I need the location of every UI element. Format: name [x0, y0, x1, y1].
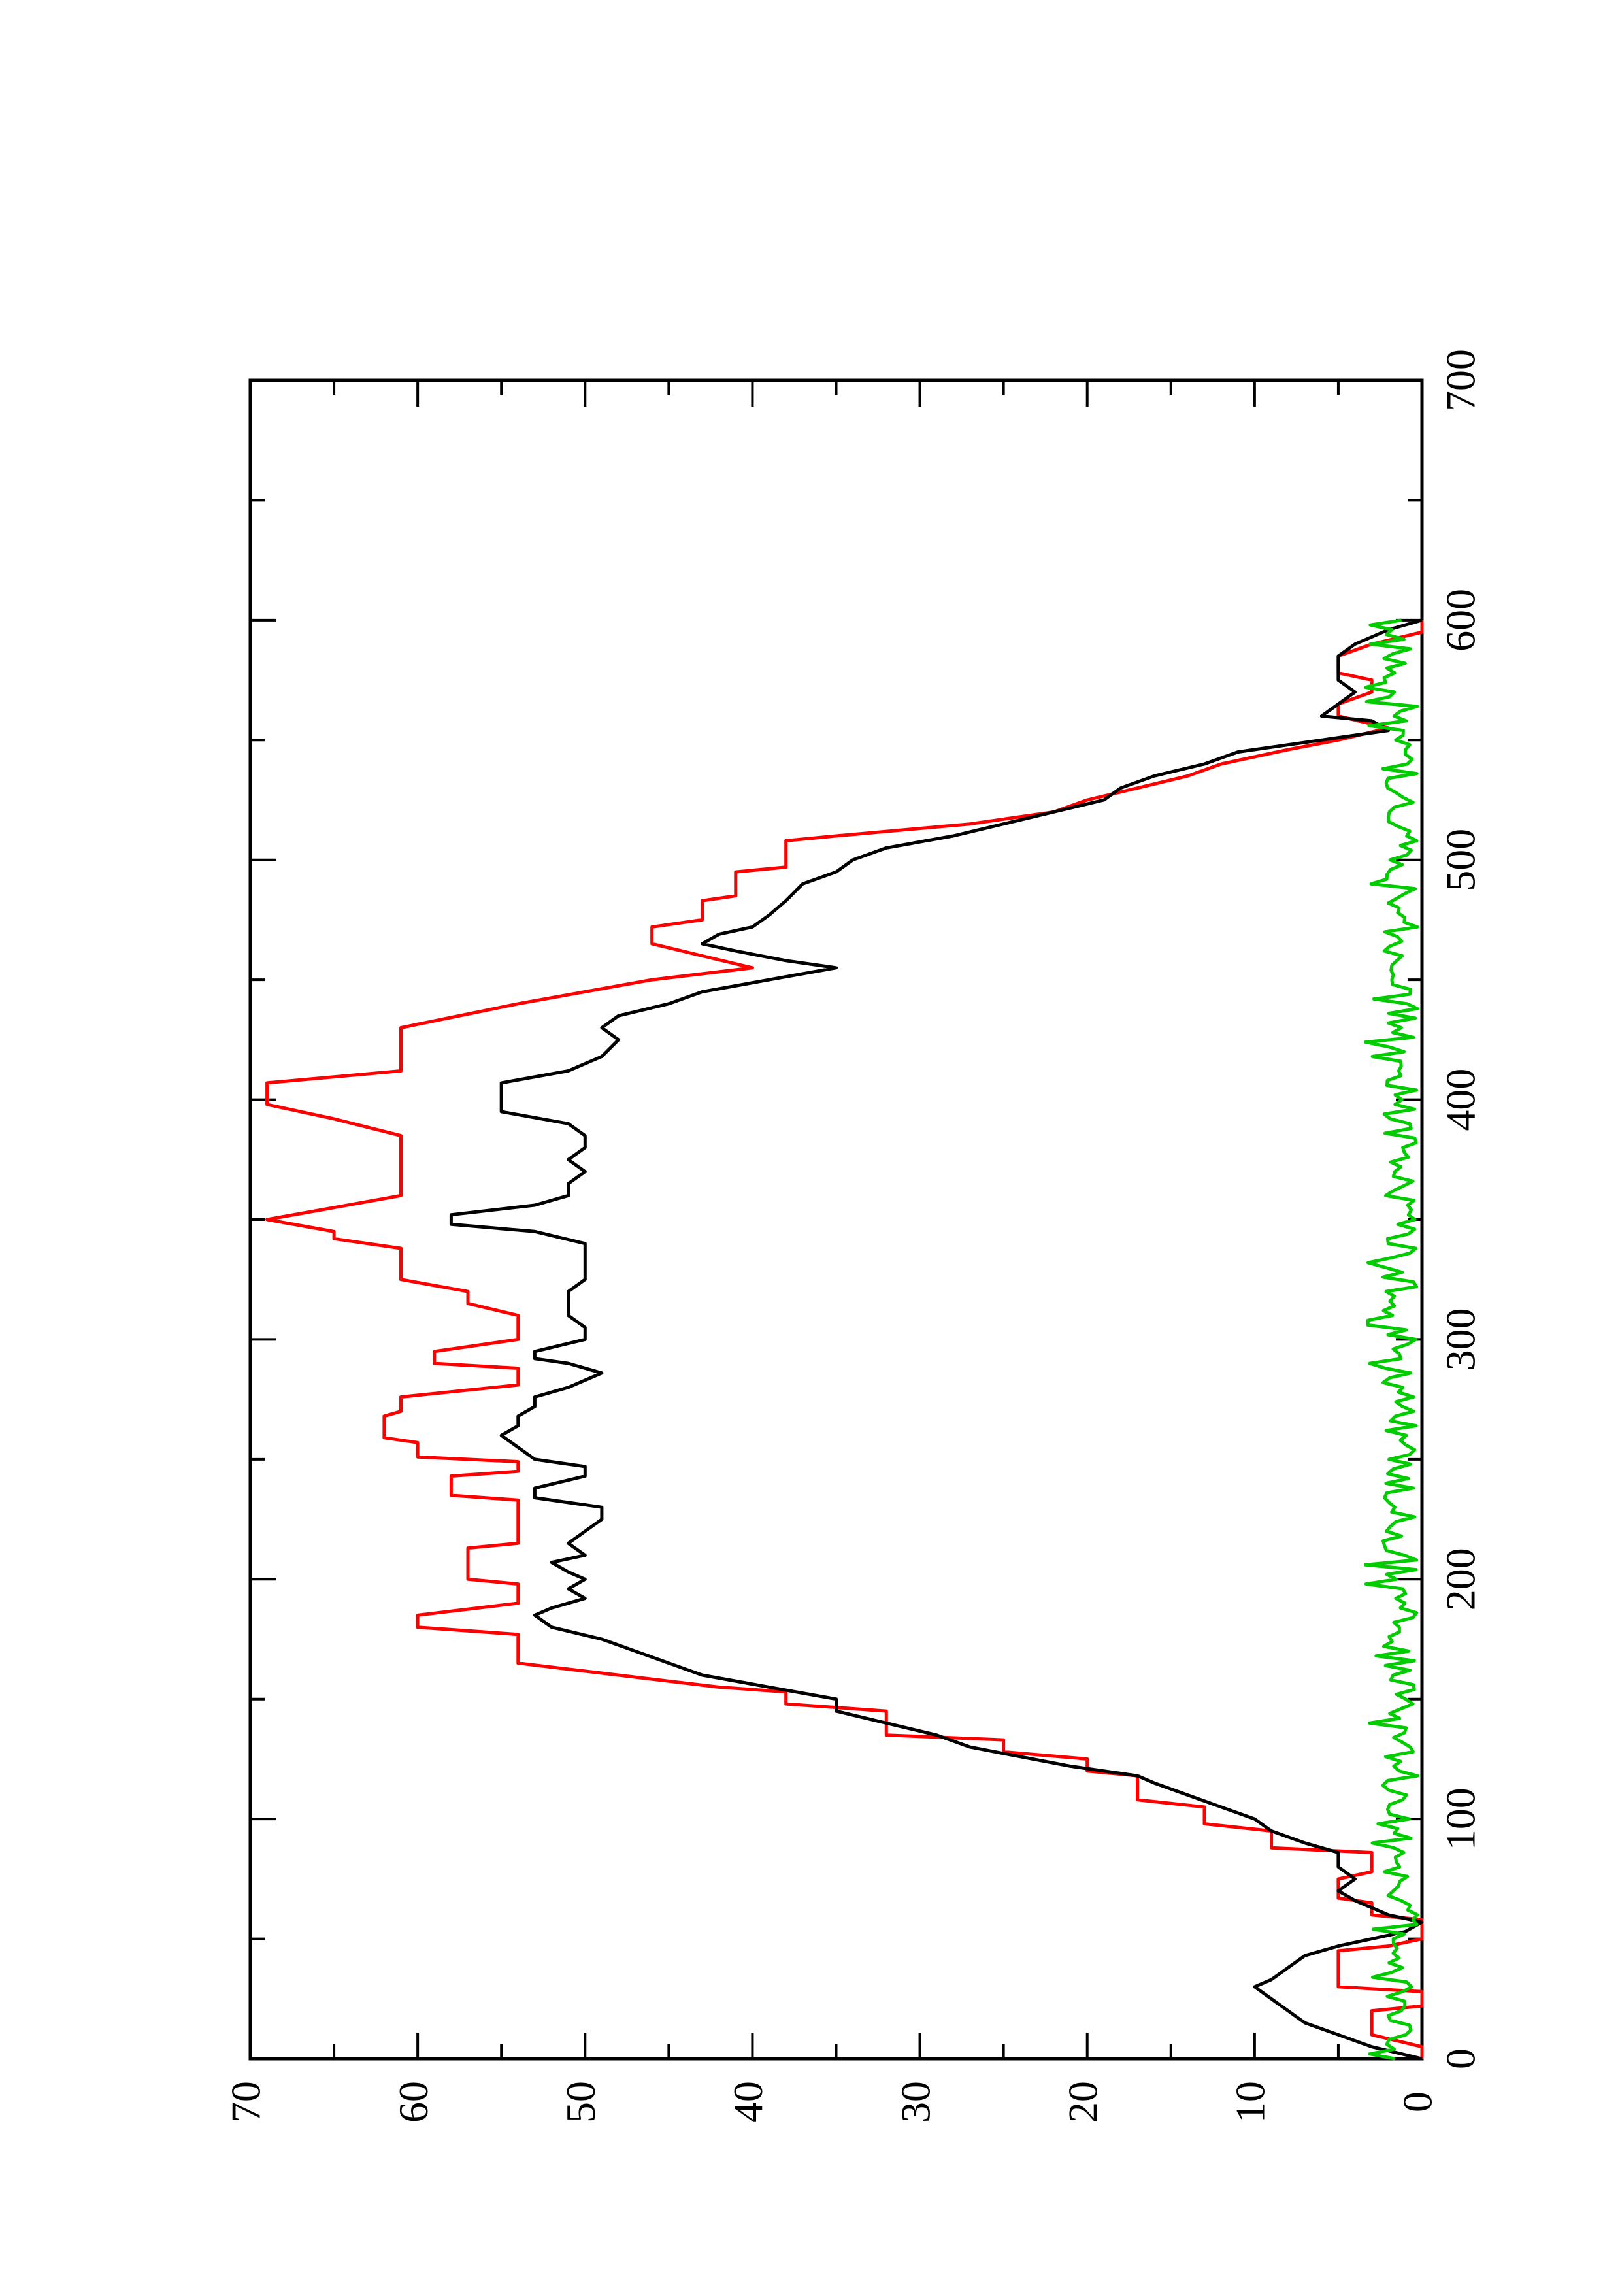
series-layer: [265, 618, 1424, 2061]
ticks-layer: [249, 379, 1423, 2060]
x-tick-label: 600: [1438, 589, 1484, 652]
x-tick-label: 500: [1438, 829, 1484, 891]
x-tick-label: 300: [1438, 1308, 1484, 1371]
y-tick-label: 70: [223, 2081, 269, 2123]
series-line-3: [1363, 618, 1419, 2061]
series-line-2: [449, 618, 1424, 2061]
y-tick-label: 10: [1227, 2081, 1274, 2123]
y-tick-label: 40: [725, 2081, 771, 2123]
labels-layer: 0 100 200 300 400 500 600 700 0 10 20 30 40 50 60 70: [223, 349, 1484, 2123]
y-tick-label: 20: [1059, 2081, 1106, 2123]
x-tick-label: 200: [1438, 1548, 1484, 1610]
x-tick-label: 700: [1438, 349, 1484, 412]
series-line-1: [265, 620, 1424, 2059]
y-tick-label: 50: [557, 2081, 604, 2123]
plot-frame: [248, 378, 1424, 2061]
y-tick-label: 60: [390, 2081, 437, 2123]
y-tick-label: 30: [892, 2081, 938, 2123]
x-tick-label: 100: [1438, 1788, 1484, 1850]
x-tick-label: 400: [1438, 1069, 1484, 1131]
x-tick-label: 0: [1438, 2048, 1484, 2069]
y-tick-label: 0: [1395, 2091, 1441, 2112]
